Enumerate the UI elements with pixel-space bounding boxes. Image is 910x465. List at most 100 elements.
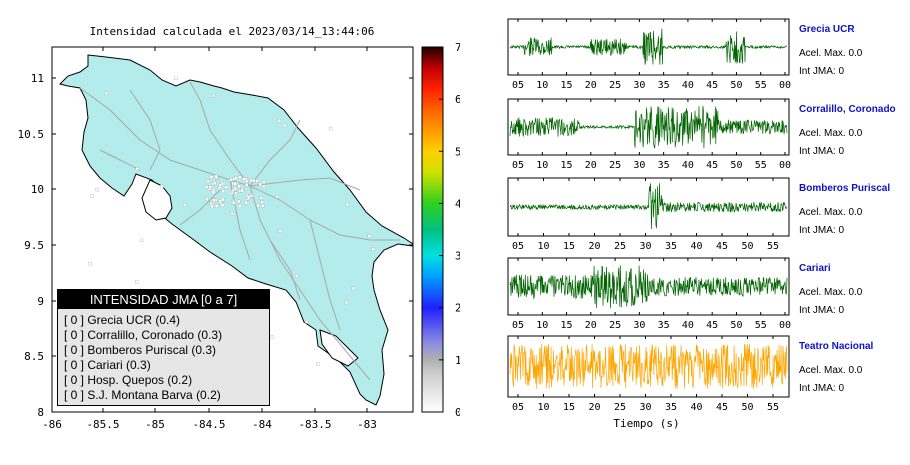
- station-dot: [371, 247, 375, 251]
- station-dots: [88, 76, 375, 391]
- station-dot: [262, 180, 266, 184]
- time-tick-label: 15: [563, 241, 575, 252]
- time-tick-label: 20: [585, 320, 597, 331]
- time-tick-label: 40: [682, 160, 694, 171]
- station-dot: [221, 189, 225, 193]
- gulf-nicoya: [141, 179, 173, 221]
- station-dot: [260, 200, 264, 204]
- intensity-legend: INTENSIDAD JMA [0 a 7] [ 0 ] Grecia UCR …: [57, 289, 270, 406]
- time-tick-label: 50: [741, 241, 753, 252]
- station-dot: [238, 175, 242, 179]
- station-acel: Acel. Max. 0.0: [799, 287, 863, 298]
- colorbar-tick-label: 4: [455, 197, 460, 210]
- y-tick-label: 9: [37, 295, 44, 308]
- station-jma: Int JMA: 0: [799, 146, 845, 157]
- station-dot: [90, 194, 94, 198]
- colorbar-gradient: [421, 46, 444, 413]
- station-dot: [183, 203, 187, 207]
- time-tick-label: 55: [755, 320, 767, 331]
- station-dot: [221, 197, 225, 202]
- station-dot: [210, 204, 214, 208]
- time-tick-label: 40: [690, 241, 702, 252]
- seismogram-4: 05 10 15 20 25 30 35 40 45 50 55: [507, 335, 790, 413]
- time-tick-label: 20: [585, 80, 597, 91]
- station-dot: [242, 177, 246, 181]
- waveform: [509, 343, 788, 389]
- station-dot: [277, 119, 281, 123]
- time-tick-label: 05: [512, 402, 524, 413]
- time-tick-label: 10: [537, 402, 549, 413]
- station-dot: [259, 196, 263, 200]
- map-title: Intensidad calculada el 2023/03/14_13:44…: [90, 25, 375, 38]
- station-dot: [278, 229, 282, 233]
- time-tick-label: 00: [779, 80, 791, 91]
- time-tick-label: 35: [658, 80, 670, 91]
- time-tick-label: 25: [614, 241, 626, 252]
- station-dot: [247, 195, 251, 200]
- time-tick-label: 20: [588, 241, 600, 252]
- station-dot: [208, 185, 212, 189]
- station-dot: [345, 202, 349, 207]
- station-dot: [294, 274, 299, 278]
- colorbar-tick-label: 3: [455, 250, 460, 263]
- station-dot: [262, 184, 266, 188]
- station-jma: Int JMA: 0: [799, 305, 845, 316]
- station-dot: [205, 197, 209, 201]
- road-line: [249, 177, 361, 191]
- station-jma: Int JMA: 0: [799, 383, 845, 394]
- time-tick-label: 40: [682, 320, 694, 331]
- x-tick-label: -85.5: [86, 418, 119, 431]
- station-dot: [217, 186, 222, 190]
- road-line: [309, 219, 341, 331]
- station-dot: [328, 126, 333, 131]
- station-dot: [367, 234, 371, 238]
- station-dot: [213, 181, 217, 185]
- road-line: [249, 119, 301, 187]
- legend-row: [ 0 ] Corralillo, Coronado (0.3): [64, 328, 223, 342]
- y-tick-label: 8: [37, 406, 44, 419]
- time-tick-label: 15: [561, 80, 573, 91]
- road-line: [249, 185, 400, 241]
- waveform: [509, 265, 788, 309]
- x-tick-label: -84: [252, 418, 272, 431]
- station-dot: [305, 320, 309, 324]
- station-dot: [238, 204, 242, 209]
- station-dot: [212, 198, 216, 202]
- seismogram-1: 05 10 15 20 25 30 35 40 45 50 55 00: [507, 98, 791, 171]
- road-line: [129, 89, 161, 171]
- station-dot: [244, 200, 248, 205]
- x-tick-label: -85: [145, 418, 165, 431]
- road-line: [189, 81, 251, 187]
- waveform: [509, 183, 788, 230]
- waveform: [509, 105, 788, 149]
- costa-rica-land: [59, 54, 414, 406]
- time-tick-label: 50: [730, 320, 742, 331]
- seismogram-2: 05 10 15 20 25 30 35 40 45 50 55: [507, 177, 790, 252]
- colorbar-tick-label: 0: [455, 406, 460, 419]
- time-tick-label: 30: [633, 80, 645, 91]
- legend-rows: [ 0 ] Grecia UCR (0.4)[ 0 ] Corralillo, …: [58, 313, 269, 403]
- seismogram-3: 05 10 15 20 25 30 35 40 45 50 55 00: [507, 257, 791, 331]
- x-tick-label: -86: [42, 418, 62, 431]
- time-tick-label: 55: [755, 80, 767, 91]
- time-tick-label: 55: [767, 241, 779, 252]
- colorbar-tick-label: 7: [455, 41, 460, 54]
- road-line: [249, 185, 371, 381]
- station-dot: [206, 179, 210, 183]
- station-dot: [211, 93, 216, 98]
- waveform: [509, 28, 788, 65]
- time-tick-label: 05: [512, 320, 524, 331]
- station-dot: [95, 187, 99, 192]
- station-dot: [233, 187, 237, 191]
- station-dot: [205, 185, 209, 189]
- time-tick-label: 40: [690, 402, 702, 413]
- station-dot: [245, 179, 249, 183]
- station-dot: [218, 183, 222, 188]
- station-name: Grecia UCR: [799, 24, 855, 35]
- station-dot: [211, 190, 216, 194]
- station-dot: [234, 191, 238, 195]
- y-tick-label: 8.5: [24, 350, 44, 363]
- time-tick-label: 30: [639, 402, 651, 413]
- time-tick-label: 35: [665, 241, 677, 252]
- station-dot: [351, 286, 356, 291]
